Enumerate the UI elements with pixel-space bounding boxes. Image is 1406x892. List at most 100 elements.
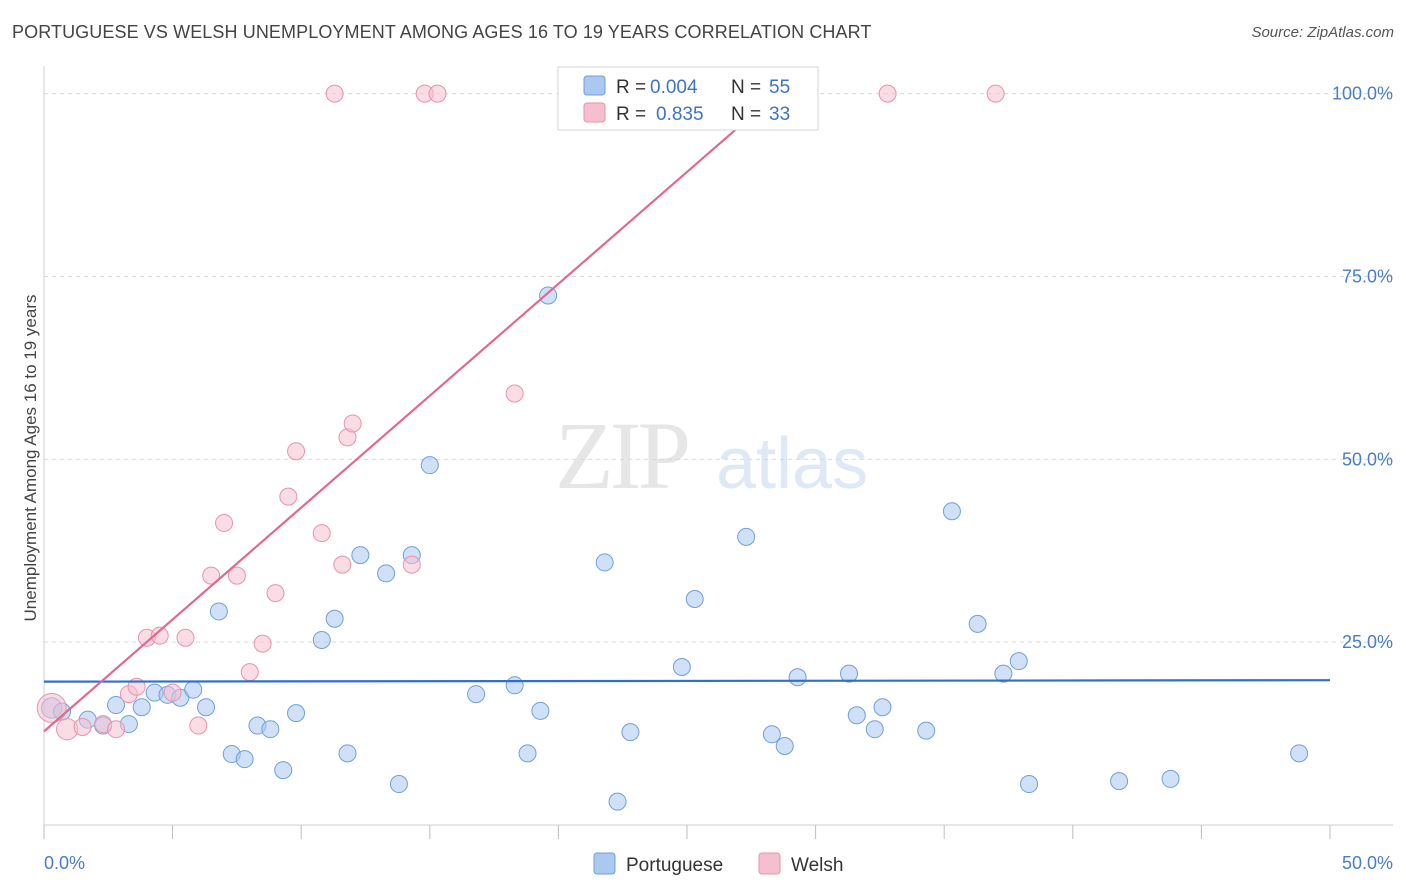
trend-line-welsh [43, 92, 778, 733]
point-portuguese-12 [209, 602, 228, 621]
legend-r-value-welsh: 0.835 [656, 104, 704, 125]
point-portuguese-51 [1110, 772, 1129, 791]
bottom-legend-swatch-portuguese [593, 852, 616, 875]
point-portuguese-42 [847, 706, 866, 725]
bottom-legend-swatch-welsh [758, 852, 781, 875]
y-tick-label-25: 25.0% [1342, 632, 1393, 652]
point-portuguese-29 [518, 744, 537, 763]
point-portuguese-18 [287, 704, 306, 723]
legend-n-label-welsh: N = [731, 104, 761, 125]
y-tick-label-75: 75.0% [1342, 266, 1393, 286]
point-portuguese-40 [788, 668, 807, 687]
bottom-legend-label-portuguese: Portuguese [626, 855, 723, 876]
point-portuguese-23 [377, 564, 396, 583]
point-welsh-28 [505, 384, 524, 403]
point-welsh-2 [73, 717, 92, 736]
point-portuguese-31 [539, 286, 558, 305]
point-welsh-12 [202, 566, 221, 585]
trend-line-portuguese [43, 679, 1331, 683]
point-welsh-15 [240, 663, 259, 682]
watermark-zip: ZIP [555, 402, 688, 509]
legend-swatch-welsh [583, 102, 606, 123]
point-welsh-27 [428, 84, 447, 103]
trend-lines [43, 92, 1331, 733]
point-welsh-13 [215, 513, 234, 532]
legend-r-label-welsh: R = [616, 104, 646, 125]
point-portuguese-26 [420, 456, 439, 475]
point-portuguese-53 [1290, 744, 1309, 763]
point-welsh-14 [227, 566, 246, 585]
point-portuguese-35 [672, 658, 691, 677]
x-tick-label-min: 0.0% [44, 853, 85, 873]
point-portuguese-47 [968, 614, 987, 633]
legend-r-label-portuguese: R = [616, 77, 646, 98]
data-points [36, 84, 1309, 811]
point-portuguese-32 [595, 553, 614, 572]
point-portuguese-10 [184, 680, 203, 699]
point-welsh-17 [266, 584, 285, 603]
y-axis-title: Unemployment Among Ages 16 to 19 years [21, 295, 40, 622]
point-portuguese-21 [338, 744, 357, 763]
point-portuguese-6 [132, 698, 151, 717]
point-welsh-16 [253, 634, 272, 653]
point-welsh-20 [312, 524, 331, 543]
point-welsh-21 [325, 84, 344, 103]
point-welsh-18 [279, 487, 298, 506]
point-portuguese-17 [274, 761, 293, 780]
point-portuguese-44 [873, 698, 892, 717]
legend-n-value-portuguese: 55 [769, 77, 790, 98]
point-portuguese-14 [235, 750, 254, 769]
point-welsh-19 [287, 442, 306, 461]
chart-title: PORTUGUESE VS WELSH UNEMPLOYMENT AMONG A… [12, 22, 872, 42]
point-welsh-0 [36, 693, 67, 723]
point-portuguese-52 [1161, 769, 1180, 788]
y-tick-label-100: 100.0% [1332, 84, 1393, 104]
point-portuguese-20 [325, 609, 344, 628]
point-portuguese-22 [351, 546, 370, 565]
source-label: Source: ZipAtlas.com [1251, 24, 1394, 41]
point-portuguese-11 [197, 698, 216, 717]
point-portuguese-49 [1009, 652, 1028, 671]
point-welsh-24 [343, 414, 362, 433]
legend-swatch-portuguese [583, 75, 606, 96]
point-portuguese-43 [865, 720, 884, 739]
point-portuguese-16 [261, 720, 280, 739]
point-welsh-30 [986, 84, 1005, 103]
point-welsh-10 [176, 628, 195, 647]
x-tick-label-max: 50.0% [1342, 853, 1393, 873]
point-portuguese-38 [762, 725, 781, 744]
point-welsh-9 [163, 683, 182, 702]
point-welsh-11 [189, 716, 208, 735]
point-portuguese-36 [685, 590, 704, 609]
y-tick-label-50: 50.0% [1342, 449, 1393, 469]
point-portuguese-39 [775, 737, 794, 756]
point-portuguese-48 [994, 664, 1013, 683]
point-portuguese-27 [467, 685, 486, 704]
watermark-atlas: atlas [716, 424, 868, 504]
series-legend: Portuguese Welsh [593, 852, 843, 876]
point-welsh-25 [402, 555, 421, 574]
point-portuguese-19 [312, 630, 331, 649]
point-portuguese-34 [621, 723, 640, 742]
bottom-legend-label-welsh: Welsh [791, 855, 843, 876]
point-welsh-22 [333, 555, 352, 574]
point-welsh-29 [878, 84, 897, 103]
point-welsh-8 [150, 626, 169, 645]
point-portuguese-46 [942, 502, 961, 521]
point-portuguese-50 [1020, 775, 1039, 794]
point-portuguese-30 [531, 701, 550, 720]
legend-n-label-portuguese: N = [731, 77, 761, 98]
legend-r-value-portuguese: 0.004 [650, 77, 698, 98]
point-welsh-4 [107, 720, 126, 739]
point-portuguese-4 [107, 696, 126, 715]
point-portuguese-28 [505, 676, 524, 695]
point-portuguese-41 [840, 664, 859, 683]
point-portuguese-33 [608, 792, 627, 811]
correlation-legend: R = 0.004 N = 55 R = 0.835 N = 33 [557, 66, 819, 131]
point-portuguese-45 [917, 721, 936, 740]
point-portuguese-24 [389, 775, 408, 794]
gridlines: 25.0% 50.0% 75.0% 100.0% [44, 84, 1393, 652]
point-portuguese-37 [737, 527, 756, 546]
legend-n-value-welsh: 33 [769, 104, 790, 125]
